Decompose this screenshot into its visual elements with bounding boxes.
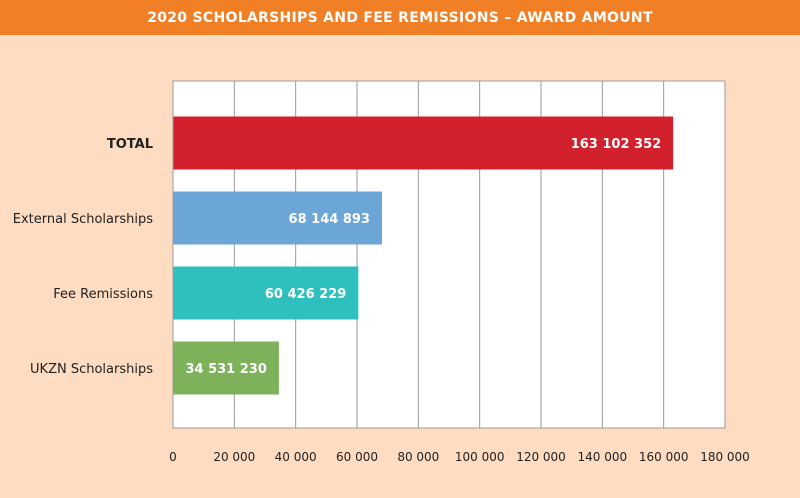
x-tick-label: 40 000 — [275, 450, 317, 464]
x-tick-label: 60 000 — [336, 450, 378, 464]
x-tick-label: 180 000 — [700, 450, 750, 464]
chart-title-bar: 2020 SCHOLARSHIPS AND FEE REMISSIONS – A… — [0, 0, 800, 35]
bars: 163 102 352 68 144 893 60 426 229 34 531 23… — [173, 116, 674, 395]
chart-title: 2020 SCHOLARSHIPS AND FEE REMISSIONS – A… — [147, 9, 653, 26]
category-label: External Scholarships — [13, 212, 153, 227]
bar — [173, 341, 279, 395]
bar — [173, 266, 359, 320]
x-tick-label: 80 000 — [397, 450, 439, 464]
x-tick-label: 0 — [169, 450, 177, 464]
data-label: 60 426 229 — [265, 287, 346, 302]
category-labels: TOTAL External Scholarships Fee Remissions… — [13, 137, 153, 377]
x-tick-label: 20 000 — [213, 450, 255, 464]
category-label: Fee Remissions — [53, 287, 153, 302]
x-tick-labels: 0 20 000 40 000 60 000 80 000 100 000 120 000 1… — [169, 450, 750, 464]
category-label: UKZN Scholarships — [30, 362, 153, 377]
x-tick-label: 140 000 — [578, 450, 628, 464]
category-label: TOTAL — [107, 137, 153, 152]
plot-border — [172, 80, 726, 429]
x-tick-label: 120 000 — [516, 450, 566, 464]
x-tick-label: 100 000 — [455, 450, 505, 464]
bar — [173, 116, 674, 170]
data-label: 34 531 230 — [185, 362, 266, 377]
data-label: 68 144 893 — [289, 212, 370, 227]
data-label: 163 102 352 — [571, 137, 661, 152]
bar — [173, 191, 382, 245]
x-tick-label: 160 000 — [639, 450, 689, 464]
